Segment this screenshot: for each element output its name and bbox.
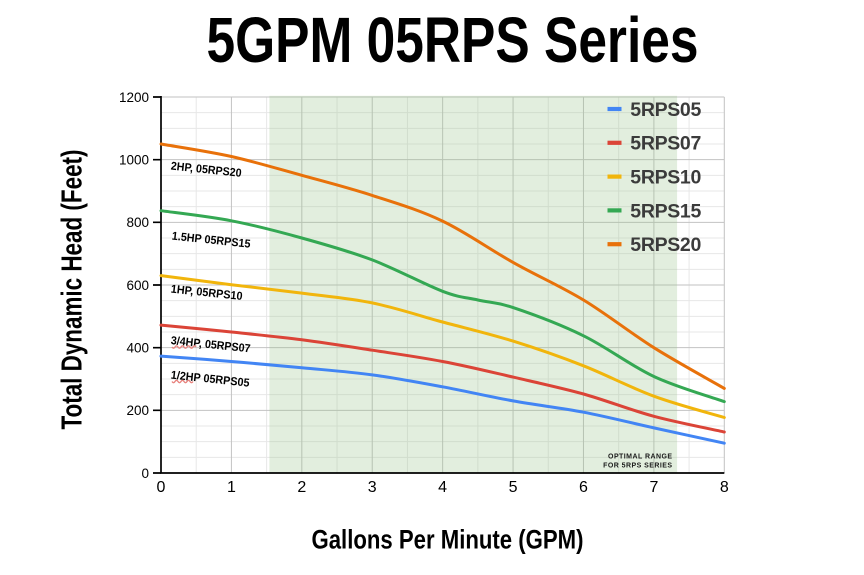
svg-text:5RPS07: 5RPS07 (630, 133, 701, 155)
svg-text:8: 8 (720, 479, 729, 496)
svg-text:5RPS10: 5RPS10 (630, 167, 701, 189)
svg-text:Total Dynamic Head (Feet): Total Dynamic Head (Feet) (57, 150, 89, 430)
svg-text:1: 1 (227, 479, 236, 496)
svg-text:5RPS15: 5RPS15 (630, 200, 701, 222)
svg-text:5GPM 05RPS Series: 5GPM 05RPS Series (207, 4, 699, 76)
svg-text:1200: 1200 (119, 90, 149, 105)
svg-text:5: 5 (509, 479, 518, 496)
svg-text:200: 200 (126, 403, 149, 418)
svg-text:2: 2 (297, 479, 306, 496)
svg-text:5RPS20: 5RPS20 (630, 234, 701, 256)
svg-text:600: 600 (126, 278, 149, 293)
svg-text:FOR 5RPS SERIES: FOR 5RPS SERIES (603, 463, 672, 470)
svg-text:5RPS05: 5RPS05 (630, 99, 701, 121)
svg-text:1000: 1000 (119, 153, 149, 168)
svg-text:0: 0 (157, 479, 166, 496)
svg-text:4: 4 (438, 479, 447, 496)
svg-text:Gallons Per Minute (GPM): Gallons Per Minute (GPM) (312, 525, 584, 555)
svg-text:400: 400 (126, 341, 149, 356)
svg-text:OPTIMAL RANGE: OPTIMAL RANGE (608, 454, 672, 461)
svg-text:800: 800 (126, 215, 149, 230)
svg-text:6: 6 (579, 479, 588, 496)
svg-text:0: 0 (141, 466, 149, 481)
svg-text:7: 7 (649, 479, 658, 496)
svg-text:3: 3 (368, 479, 377, 496)
